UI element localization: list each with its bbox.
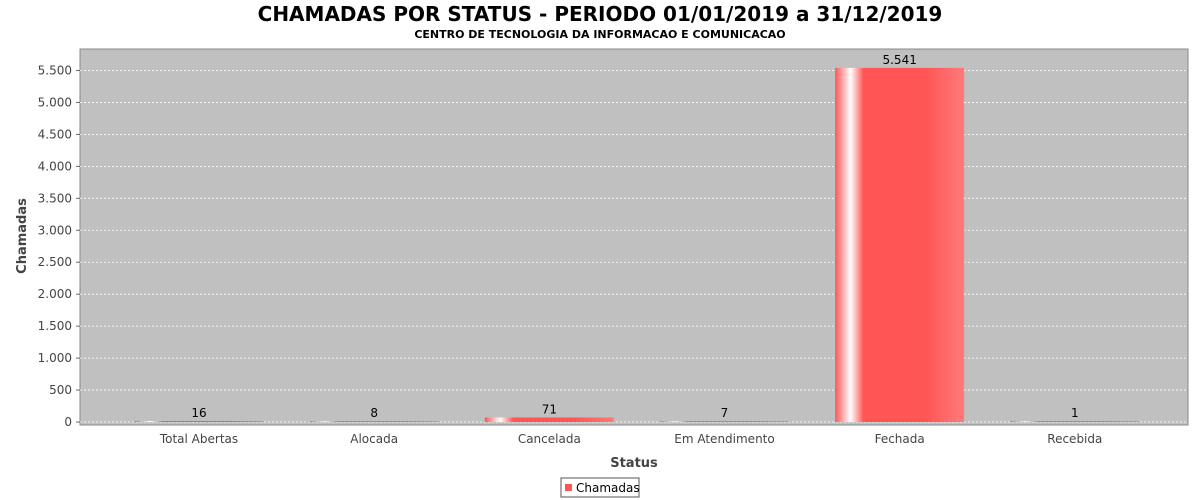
bar: [134, 420, 264, 422]
y-tick-label: 2.000: [38, 287, 72, 301]
x-tick-label: Recebida: [1047, 432, 1102, 446]
bar: [660, 421, 789, 422]
chart-subtitle: CENTRO DE TECNOLOGIA DA INFORMACAO E COM…: [414, 28, 785, 41]
data-label: 71: [542, 402, 557, 416]
bar: [309, 421, 439, 422]
y-axis: 0 500 1.000 1.500 2.000 2.500 3.000 3.500 4.000 4…: [38, 64, 80, 429]
legend-swatch: [565, 484, 572, 491]
data-label: 16: [191, 406, 206, 420]
y-tick-label: 2.500: [38, 255, 72, 269]
y-tick-label: 5.500: [38, 64, 72, 78]
legend: Chamadas: [560, 477, 640, 498]
y-tick-label: 4.000: [38, 159, 72, 173]
bar: [484, 417, 614, 422]
x-tick-label: Fechada: [875, 432, 925, 446]
x-tick-label: Cancelada: [518, 432, 581, 446]
y-tick-label: 5.000: [38, 95, 72, 109]
y-tick-label: 4.500: [38, 127, 72, 141]
plot-area: [79, 48, 1189, 426]
y-tick-label: 0: [64, 415, 72, 429]
chart-title: CHAMADAS POR STATUS - PERIODO 01/01/2019…: [258, 2, 943, 26]
gridlines: [80, 70, 1188, 423]
data-label: 7: [721, 406, 729, 420]
bars: 16 8 71 7 5.541 1: [134, 53, 1140, 422]
legend-box: [560, 477, 640, 498]
data-label: 8: [370, 406, 378, 420]
x-tick-label: Total Abertas: [159, 432, 238, 446]
x-tick-label: Alocada: [350, 432, 398, 446]
y-tick-label: 1.000: [38, 351, 72, 365]
bar: [1010, 421, 1140, 422]
y-axis-label: Chamadas: [15, 198, 30, 274]
legend-label: Chamadas: [576, 481, 640, 495]
x-tick-label: Em Atendimento: [674, 432, 774, 446]
y-tick-label: 500: [49, 383, 72, 397]
x-axis-label: Status: [610, 456, 658, 471]
x-axis: Total Abertas Alocada Cancelada Em Atendime…: [159, 432, 1103, 446]
bar: [835, 67, 965, 422]
data-label: 1: [1071, 406, 1079, 420]
y-tick-label: 1.500: [38, 319, 72, 333]
y-tick-label: 3.000: [38, 223, 72, 237]
y-tick-label: 3.500: [38, 191, 72, 205]
data-label: 5.541: [882, 53, 916, 67]
